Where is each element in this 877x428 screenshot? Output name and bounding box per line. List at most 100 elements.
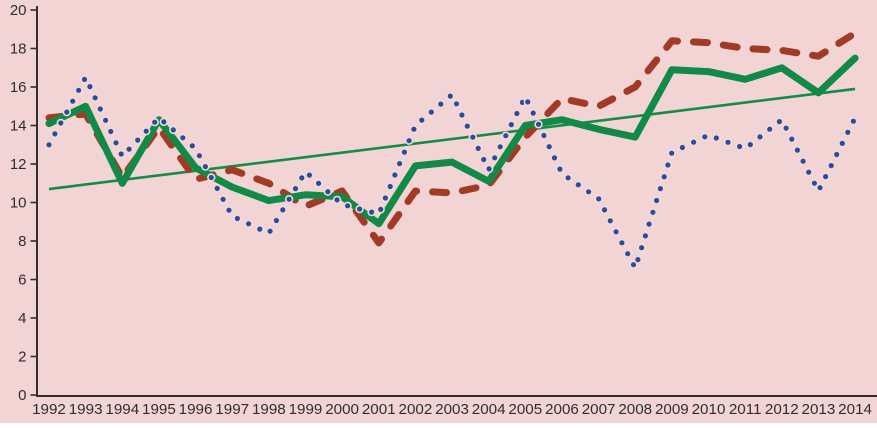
blue-dot-marker	[116, 149, 126, 159]
blue-dot-marker	[555, 164, 565, 174]
blue-dot-marker	[224, 206, 234, 215]
blue-dot-marker	[427, 107, 436, 117]
blue-dot-marker	[810, 179, 819, 188]
blue-dot-marker	[838, 139, 847, 148]
x-year-label: 2005	[508, 401, 542, 418]
blue-dot-marker	[849, 116, 858, 126]
x-year-label: 2007	[582, 401, 616, 418]
blue-dot-marker	[452, 99, 461, 109]
blue-dot-marker	[409, 124, 419, 134]
blue-dot-marker	[96, 104, 105, 114]
blue-dot-marker	[723, 138, 733, 147]
y-tick-label: 8	[18, 233, 26, 250]
blue-dot-marker	[775, 117, 784, 126]
blue-dot-marker	[700, 132, 709, 142]
blue-dot-marker	[781, 123, 791, 133]
blue-dot-marker	[44, 140, 54, 150]
y-tick-label: 0	[18, 387, 26, 404]
blue-dot-marker	[101, 116, 110, 125]
blue-dot-marker	[56, 118, 65, 128]
blue-dot-marker	[305, 170, 314, 180]
x-year-label: 1993	[69, 401, 103, 418]
blue-dot-marker	[68, 96, 77, 106]
blue-dot-marker	[804, 168, 813, 177]
blue-dot-marker	[80, 75, 89, 84]
blue-dot-marker	[291, 184, 300, 193]
blue-dot-marker	[689, 138, 698, 147]
blue-dot-marker	[272, 216, 281, 225]
x-year-label: 1995	[142, 401, 176, 418]
x-year-label: 2003	[435, 401, 469, 418]
blue-dot-marker	[496, 142, 505, 152]
blue-dot-marker	[178, 133, 188, 143]
blue-dot-marker	[644, 219, 654, 229]
blue-dot-marker	[142, 126, 151, 136]
blue-dot-marker	[332, 195, 342, 205]
blue-dot-marker	[574, 180, 583, 190]
blue-dot-marker	[617, 238, 627, 248]
blue-dot-marker	[534, 120, 543, 129]
blue-dot-marker	[150, 117, 159, 127]
blue-dot-marker	[74, 86, 83, 95]
blue-dot-marker	[133, 135, 142, 145]
blue-dot-marker	[343, 201, 352, 211]
blue-dot-marker	[678, 143, 687, 152]
x-year-label: 1994	[105, 401, 139, 418]
blue-dot-marker	[663, 160, 673, 170]
blue-dot-marker	[159, 117, 169, 127]
blue-dot-marker	[490, 153, 499, 163]
blue-dot-marker	[85, 82, 95, 91]
blue-dot-marker	[735, 142, 744, 151]
blue-dot-marker	[544, 142, 554, 151]
blue-dot-marker	[62, 107, 72, 117]
y-tick-label: 14	[10, 118, 27, 135]
blue-dot-marker	[404, 136, 414, 145]
red-dashed-series	[45, 29, 859, 247]
x-year-label: 1997	[215, 401, 249, 418]
x-year-label: 2012	[765, 401, 799, 418]
blue-dot-marker	[563, 173, 573, 183]
blue-dot-marker	[284, 195, 294, 204]
blue-dot-marker	[106, 127, 116, 136]
blue-dot-marker	[395, 159, 404, 168]
blue-dot-marker	[207, 173, 216, 182]
blue-dot-marker	[367, 207, 376, 217]
green-solid-series	[45, 54, 859, 228]
x-year-label: 2013	[802, 401, 836, 418]
blue-dot-marker	[195, 151, 204, 160]
blue-dot-marker	[244, 219, 253, 229]
blue-dot-marker	[501, 131, 510, 140]
blue-dot-marker	[637, 243, 646, 252]
x-year-label: 2011	[729, 401, 762, 418]
blue-dot-marker	[381, 193, 390, 203]
blue-dot-marker	[659, 172, 669, 182]
blue-dot-marker	[297, 173, 306, 183]
blue-dot-marker	[188, 141, 197, 151]
x-year-label: 2006	[545, 401, 579, 418]
blue-dot-marker	[213, 184, 222, 193]
blue-dot-marker	[594, 194, 603, 204]
blue-dot-marker	[832, 150, 841, 159]
y-tick-label: 16	[10, 79, 27, 96]
blue-dot-marker	[641, 231, 650, 241]
y-tick-label: 2	[18, 349, 26, 366]
blue-dot-marker	[584, 187, 593, 197]
x-year-label: 2014	[838, 401, 872, 418]
blue-dot-marker	[314, 179, 323, 188]
blue-dot-marker	[400, 147, 409, 157]
blue-dot-marker	[755, 132, 765, 142]
blue-dot-marker	[826, 161, 836, 170]
blue-dot-marker	[528, 108, 538, 118]
x-year-label: 1996	[179, 401, 213, 418]
blue-dot-marker	[787, 134, 796, 144]
blue-dot-marker	[255, 224, 264, 234]
blue-dot-marker	[233, 214, 242, 223]
blue-dot-marker	[376, 205, 385, 214]
x-year-label: 1998	[252, 401, 286, 418]
blue-dot-marker	[218, 195, 228, 204]
y-tick-label: 10	[10, 195, 27, 212]
blue-dot-marker	[539, 131, 549, 140]
blue-dot-marker	[484, 164, 494, 174]
